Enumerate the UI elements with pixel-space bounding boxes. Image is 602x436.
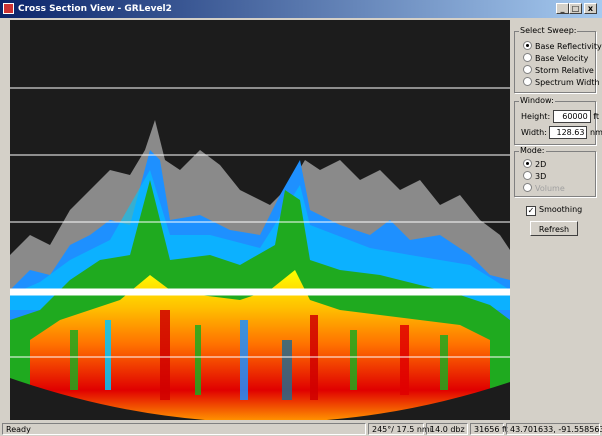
option-label: 2D [535,160,546,169]
group-label: Select Sweep: [519,26,577,35]
refresh-button[interactable]: Refresh [530,221,578,236]
width-input[interactable]: 128.63 [549,126,587,139]
option-label: Volume [535,184,565,193]
option-label: Base Velocity [535,54,588,63]
maximize-button[interactable]: □ [569,3,582,14]
group-label: Window: [519,96,555,105]
app-icon [3,3,14,14]
mode-group: Mode: 2D 3D Volume [514,151,596,197]
status-position: 245°/ 17.5 nmi [368,423,424,435]
status-height: 31656 ft [470,423,504,435]
status-value: 14.0 dbz [426,423,468,435]
control-panel: Select Sweep: Base Reflectivity Base Vel… [510,20,600,420]
sweep-group: Select Sweep: Base Reflectivity Base Vel… [514,31,596,93]
radio-option[interactable]: Base Velocity [523,53,588,63]
title-bar: Cross Section View - GRLevel2 _ □ x [0,0,602,18]
window-title: Cross Section View - GRLevel2 [18,4,172,14]
minimize-button[interactable]: _ [556,3,569,14]
radio-option[interactable]: 2D [523,159,546,169]
status-text: Ready [2,423,366,435]
option-label: Storm Relative [535,66,594,75]
window-group: Window: Height: 60000 ft Width: 128.63 n… [514,101,596,145]
radio-option[interactable]: 3D [523,171,546,181]
option-label: 3D [535,172,546,181]
radio-option[interactable]: Spectrum Width [523,77,600,87]
field-label: Height: [521,112,550,121]
status-bar: Ready 245°/ 17.5 nmi 14.0 dbz 31656 ft 4… [0,422,602,436]
radio-option[interactable]: Base Reflectivity [523,41,602,51]
close-button[interactable]: x [584,3,597,14]
window: Cross Section View - GRLevel2 _ □ x [0,0,602,436]
radio-option: Volume [523,183,565,193]
radio-option[interactable]: Storm Relative [523,65,594,75]
smoothing-checkbox[interactable]: ✓Smoothing [526,205,582,216]
status-coords: 43.701633, -91.558563 [506,423,600,435]
unit-label: nm [590,128,602,137]
height-input[interactable]: 60000 [553,110,591,123]
option-label: Base Reflectivity [535,42,602,51]
unit-label: ft [593,112,599,121]
cross-section-plot [10,20,510,420]
checkbox-label: Smoothing [539,205,582,214]
group-label: Mode: [519,146,546,155]
field-label: Width: [521,128,547,137]
option-label: Spectrum Width [535,78,600,87]
